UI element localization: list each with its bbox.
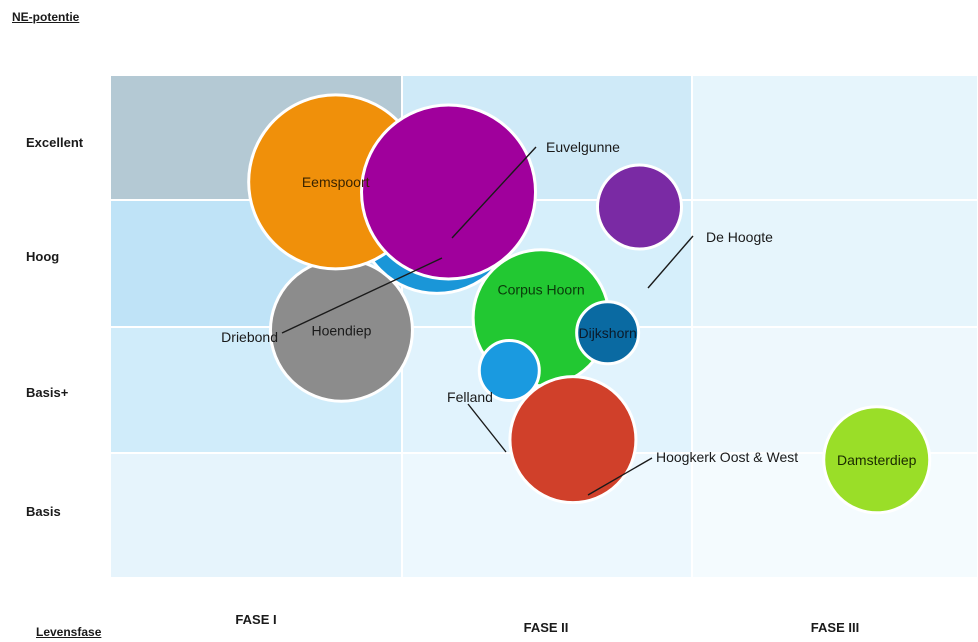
bubble-label: Damsterdiep xyxy=(837,452,917,468)
row-label: Hoog xyxy=(26,249,59,264)
bubble-damsterdiep xyxy=(822,405,932,515)
callouts: Euvelgunne Driebond De Hoogte Felland Hoogke… xyxy=(221,139,798,496)
bubble-label: Corpus Hoorn xyxy=(498,282,585,298)
callout-label: Euvelgunne xyxy=(546,139,620,155)
bubble-label: Dijkshorn xyxy=(578,325,636,341)
callout-label: Hoogkerk Oost & West xyxy=(656,449,798,465)
leader-line xyxy=(281,257,443,334)
bubble-euvelgunne xyxy=(360,103,538,281)
bubble-hoogkerk-oost-west xyxy=(508,375,638,505)
bubble-de-hoogte xyxy=(595,163,683,251)
bubble-label: Eemspoort xyxy=(302,174,370,190)
callout-label: Driebond xyxy=(221,329,278,345)
leader-line xyxy=(451,146,537,239)
leader-line xyxy=(587,457,653,496)
bubbles: Eemspoort Hoendiep Corpus Hoorn Dijkshorn Da… xyxy=(247,93,932,515)
row-label: Excellent xyxy=(26,135,84,150)
x-axis-title: Levensfase xyxy=(36,625,102,639)
callout-label: Felland xyxy=(447,389,493,405)
column-label: FASE III xyxy=(811,620,859,635)
leader-line xyxy=(647,235,694,289)
bubble-label: Hoendiep xyxy=(311,322,371,338)
bubble-dijkshorn xyxy=(575,300,641,366)
row-label: Basis+ xyxy=(26,385,69,400)
callout-label: De Hoogte xyxy=(706,229,773,245)
grid-cell-r0-c2 xyxy=(691,74,978,201)
grid-cell-r3-c0 xyxy=(109,452,403,579)
bubble-felland xyxy=(477,339,541,403)
y-axis-title: NE-potentie xyxy=(12,10,80,24)
column-label: FASE I xyxy=(235,612,276,627)
column-labels: FASE I FASE II FASE III xyxy=(235,612,859,635)
row-label: Basis xyxy=(26,504,61,519)
grid-cell-r1-c2 xyxy=(691,199,978,328)
column-label: FASE II xyxy=(524,620,569,635)
row-labels: Excellent Hoog Basis+ Basis xyxy=(26,135,84,519)
leader-line xyxy=(467,403,507,453)
